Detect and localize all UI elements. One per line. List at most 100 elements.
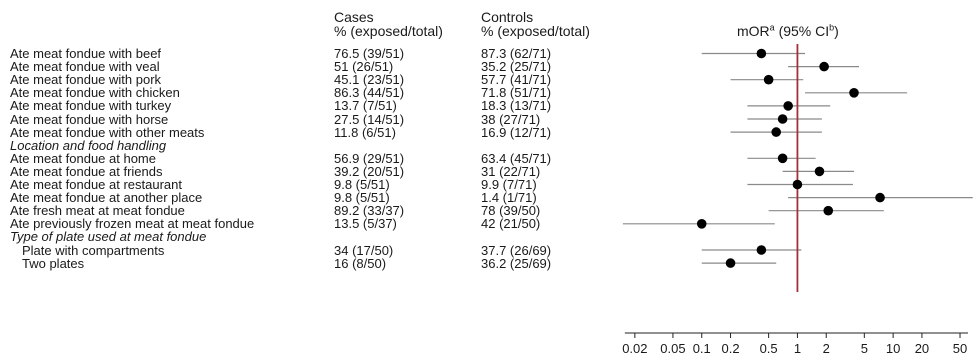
exposure-row: Ate meat fondue with pork 45.1 (23/51) 57.… (0, 73, 974, 86)
x-tick-label: 0.05 (660, 341, 685, 356)
exposure-label: Ate meat fondue at restaurant (10, 177, 182, 192)
controls-value: 18.3 (13/71) (481, 98, 552, 114)
odds-ratio-point (777, 114, 788, 124)
exposure-row: Ate meat fondue with chicken 86.3 (44/51)… (0, 86, 974, 99)
controls-value: 9.9 (7/71) (481, 177, 537, 192)
controls-value: 16.9 (12/71) (481, 124, 552, 140)
cases-value: 56.9 (29/51) (334, 150, 405, 166)
controls-value: 31 (22/71) (481, 163, 541, 179)
exposure-row: Ate meat fondue at another place 9.8 (5/5… (0, 191, 974, 204)
odds-ratio-point (849, 88, 859, 98)
odds-ratio-point (823, 205, 834, 216)
or-header-main: mOR (737, 23, 770, 39)
section-heading: Type of plate used at meat fondue (10, 229, 207, 245)
odds-ratio-point (756, 245, 767, 255)
odds-ratio-point (814, 166, 825, 177)
x-tick-label: 1 (794, 341, 801, 356)
odds-ratio-point (875, 192, 885, 203)
exposure-label: Ate meat fondue with beef (10, 46, 162, 61)
exposure-label: Ate meat fondue at friends (10, 163, 163, 179)
x-tick-label: 0.5 (760, 341, 778, 356)
controls-value: 78 (39/50) (481, 203, 541, 219)
cases-value: 89.2 (33/37) (334, 203, 405, 219)
controls-value: 37.7 (26/69) (481, 242, 552, 258)
cases-value: 13.5 (5/37) (334, 216, 397, 232)
section-heading: Location and food handling (10, 137, 167, 153)
cases-value: 39.2 (20/51) (334, 163, 405, 179)
exposure-row: Ate fresh meat at meat fondue 89.2 (33/37… (0, 204, 974, 217)
exposure-label: Ate meat fondue with chicken (10, 85, 180, 101)
odds-ratio-point (819, 61, 829, 72)
exposure-label: Two plates (22, 255, 85, 271)
exposure-row: Ate meat fondue with other meats 11.8 (6/… (0, 126, 974, 139)
cases-value: 11.8 (6/51) (334, 124, 396, 140)
x-tick-label: 0.1 (693, 341, 711, 356)
x-tick-label: 5 (861, 341, 868, 356)
exposure-label: Ate previously frozen meat at meat fondu… (10, 216, 255, 232)
odds-ratio-point (777, 153, 788, 164)
controls-value: 38 (27/71) (481, 111, 541, 127)
cases-value: 13.7 (7/51) (334, 98, 397, 114)
exposure-label: Plate with compartments (22, 242, 165, 258)
controls-value: 71.8 (51/71) (481, 85, 552, 101)
exposure-row: Ate meat fondue with veal 51 (26/51) 35.2 … (0, 60, 974, 73)
exposure-label: Ate meat fondue with turkey (10, 98, 172, 114)
controls-value: 57.7 (41/71) (481, 72, 552, 88)
x-tick-label: 10 (886, 341, 900, 356)
section-heading-row: Type of plate used at meat fondue (0, 230, 974, 243)
controls-subheader: % (exposed/total) (481, 23, 590, 39)
controls-value: 42 (21/50) (481, 216, 541, 232)
exposure-row: Plate with compartments 34 (17/50) 37.7 (2… (0, 244, 974, 257)
exposure-row: Ate meat fondue at friends 39.2 (20/51) 31… (0, 165, 974, 178)
controls-value: 36.2 (25/69) (481, 255, 552, 271)
cases-value: 51 (26/51) (334, 59, 394, 75)
exposure-row: Two plates 16 (8/50) 36.2 (25/69) (0, 257, 974, 270)
cases-value: 16 (8/50) (334, 255, 387, 271)
cases-value: 9.8 (5/51) (334, 190, 390, 206)
or-header-end: ) (834, 23, 839, 39)
exposure-row: Ate meat fondue with horse 27.5 (14/51) 38… (0, 113, 974, 126)
cases-value: 76.5 (39/51) (334, 46, 405, 61)
cases-value: 34 (17/50) (334, 242, 394, 258)
exposure-label: Ate meat fondue at home (10, 150, 156, 166)
x-tick-label: 0.02 (622, 341, 647, 356)
exposure-row: Ate previously frozen meat at meat fondu… (0, 217, 974, 230)
exposure-row: Ate meat fondue with beef 76.5 (39/51) 87.… (0, 47, 974, 60)
cases-header: Cases (334, 9, 374, 25)
x-tick-label: 2 (823, 341, 830, 356)
exposure-label: Ate meat fondue with horse (10, 111, 169, 127)
or-header-sup-b: b (829, 22, 835, 33)
controls-value: 63.4 (45/71) (481, 150, 552, 166)
odds-ratio-point (792, 179, 803, 190)
x-tick-label: 50 (953, 341, 967, 356)
or-header-mid: (95% CI (774, 23, 830, 39)
exposure-row: Ate meat fondue at home 56.9 (29/51) 63.4 … (0, 152, 974, 165)
controls-header: Controls (481, 9, 534, 25)
exposure-label: Ate meat fondue with pork (10, 72, 162, 88)
x-tick-label: 0.2 (722, 341, 740, 356)
section-heading-row: Location and food handling (0, 139, 974, 152)
cases-value: 9.8 (5/51) (334, 177, 390, 192)
exposure-row: Ate meat fondue with turkey 13.7 (7/51) 18… (0, 99, 974, 112)
odds-ratio-point (783, 101, 793, 111)
exposure-label: Ate meat fondue with other meats (10, 124, 205, 140)
cases-value: 45.1 (23/51) (334, 72, 405, 88)
cases-value: 27.5 (14/51) (334, 111, 405, 127)
odds-ratio-point (771, 127, 782, 137)
exposure-label: Ate meat fondue with veal (10, 59, 160, 75)
odds-ratio-point (763, 74, 774, 85)
cases-value: 86.3 (44/51) (334, 85, 405, 101)
controls-value: 35.2 (25/71) (481, 59, 552, 75)
cases-subheader: % (exposed/total) (334, 23, 443, 39)
odds-ratio-header: mORa (95% CIb) (737, 22, 839, 39)
controls-value: 87.3 (62/71) (481, 46, 552, 61)
exposure-label: Ate meat fondue at another place (10, 190, 203, 206)
x-tick-label: 20 (915, 341, 929, 356)
or-header-sup-a: a (769, 22, 775, 33)
exposure-label: Ate fresh meat at meat fondue (10, 203, 185, 219)
odds-ratio-point (696, 219, 707, 229)
controls-value: 1.4 (1/71) (481, 190, 537, 206)
exposure-row: Ate meat fondue at restaurant 9.8 (5/51) 9… (0, 178, 974, 191)
